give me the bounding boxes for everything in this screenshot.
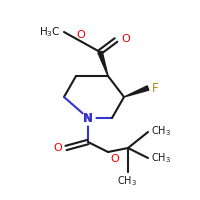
Text: CH$_3$: CH$_3$ [151,151,171,165]
Text: H$_3$C: H$_3$C [39,25,61,39]
Polygon shape [98,51,108,76]
Text: N: N [83,112,93,124]
Text: O: O [77,30,85,40]
Text: CH$_3$: CH$_3$ [117,174,137,188]
Text: O: O [110,154,119,164]
Text: N: N [83,112,93,124]
Text: O: O [53,143,62,153]
Polygon shape [124,86,149,97]
Text: N: N [83,112,93,124]
Text: CH$_3$: CH$_3$ [151,124,171,138]
Text: O: O [121,34,130,44]
Text: F: F [152,82,159,95]
